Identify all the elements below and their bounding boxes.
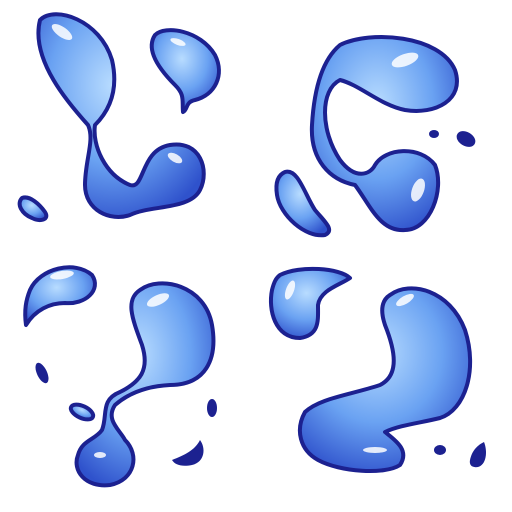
highlight [50,270,74,280]
droplet [434,445,446,455]
droplet [207,399,217,417]
droplet [68,402,96,422]
droplet [456,131,476,147]
droplet [469,442,486,468]
droplet [35,362,49,384]
highlight [391,52,419,68]
droplet [172,440,204,466]
drop [23,265,97,327]
highlight [411,178,425,202]
drop [149,28,221,114]
drop [274,169,332,238]
highlight [146,293,170,307]
drop [297,286,473,474]
highlight [284,280,296,300]
drop [74,281,216,488]
drop [269,266,352,340]
drop [36,12,206,219]
highlight [94,452,106,458]
highlight [363,447,387,453]
drop [17,195,49,222]
highlight [167,152,183,164]
highlight [51,23,73,41]
highlight [170,38,186,46]
droplet [429,130,439,138]
highlight [396,293,414,307]
